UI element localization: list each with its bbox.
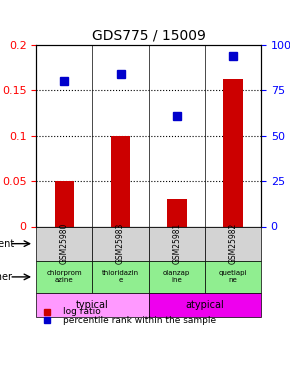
Text: agent: agent xyxy=(0,238,15,249)
Text: log ratio: log ratio xyxy=(63,308,101,316)
FancyBboxPatch shape xyxy=(205,261,261,293)
FancyBboxPatch shape xyxy=(148,261,205,293)
FancyBboxPatch shape xyxy=(148,226,205,261)
Bar xyxy=(167,199,186,226)
Text: GSM25983: GSM25983 xyxy=(116,223,125,264)
Title: GDS775 / 15009: GDS775 / 15009 xyxy=(92,28,206,42)
Text: quetiapi
ne: quetiapi ne xyxy=(219,270,247,284)
Bar xyxy=(223,79,243,226)
Text: thioridazin
e: thioridazin e xyxy=(102,270,139,284)
FancyBboxPatch shape xyxy=(36,293,148,316)
FancyBboxPatch shape xyxy=(205,226,261,261)
FancyBboxPatch shape xyxy=(36,261,93,293)
Text: percentile rank within the sample: percentile rank within the sample xyxy=(63,316,216,325)
FancyBboxPatch shape xyxy=(36,226,93,261)
Bar xyxy=(55,181,74,226)
Text: GSM25982: GSM25982 xyxy=(229,223,238,264)
Text: typical: typical xyxy=(76,300,109,310)
Text: GSM25980: GSM25980 xyxy=(60,223,69,264)
FancyBboxPatch shape xyxy=(93,226,148,261)
Text: atypical: atypical xyxy=(185,300,224,310)
FancyBboxPatch shape xyxy=(93,261,148,293)
Text: chlorprom
azine: chlorprom azine xyxy=(46,270,82,284)
Bar xyxy=(111,136,130,226)
Text: GSM25981: GSM25981 xyxy=(172,223,181,264)
Text: other: other xyxy=(0,272,13,282)
Text: olanzap
ine: olanzap ine xyxy=(163,270,190,284)
FancyBboxPatch shape xyxy=(148,293,261,316)
